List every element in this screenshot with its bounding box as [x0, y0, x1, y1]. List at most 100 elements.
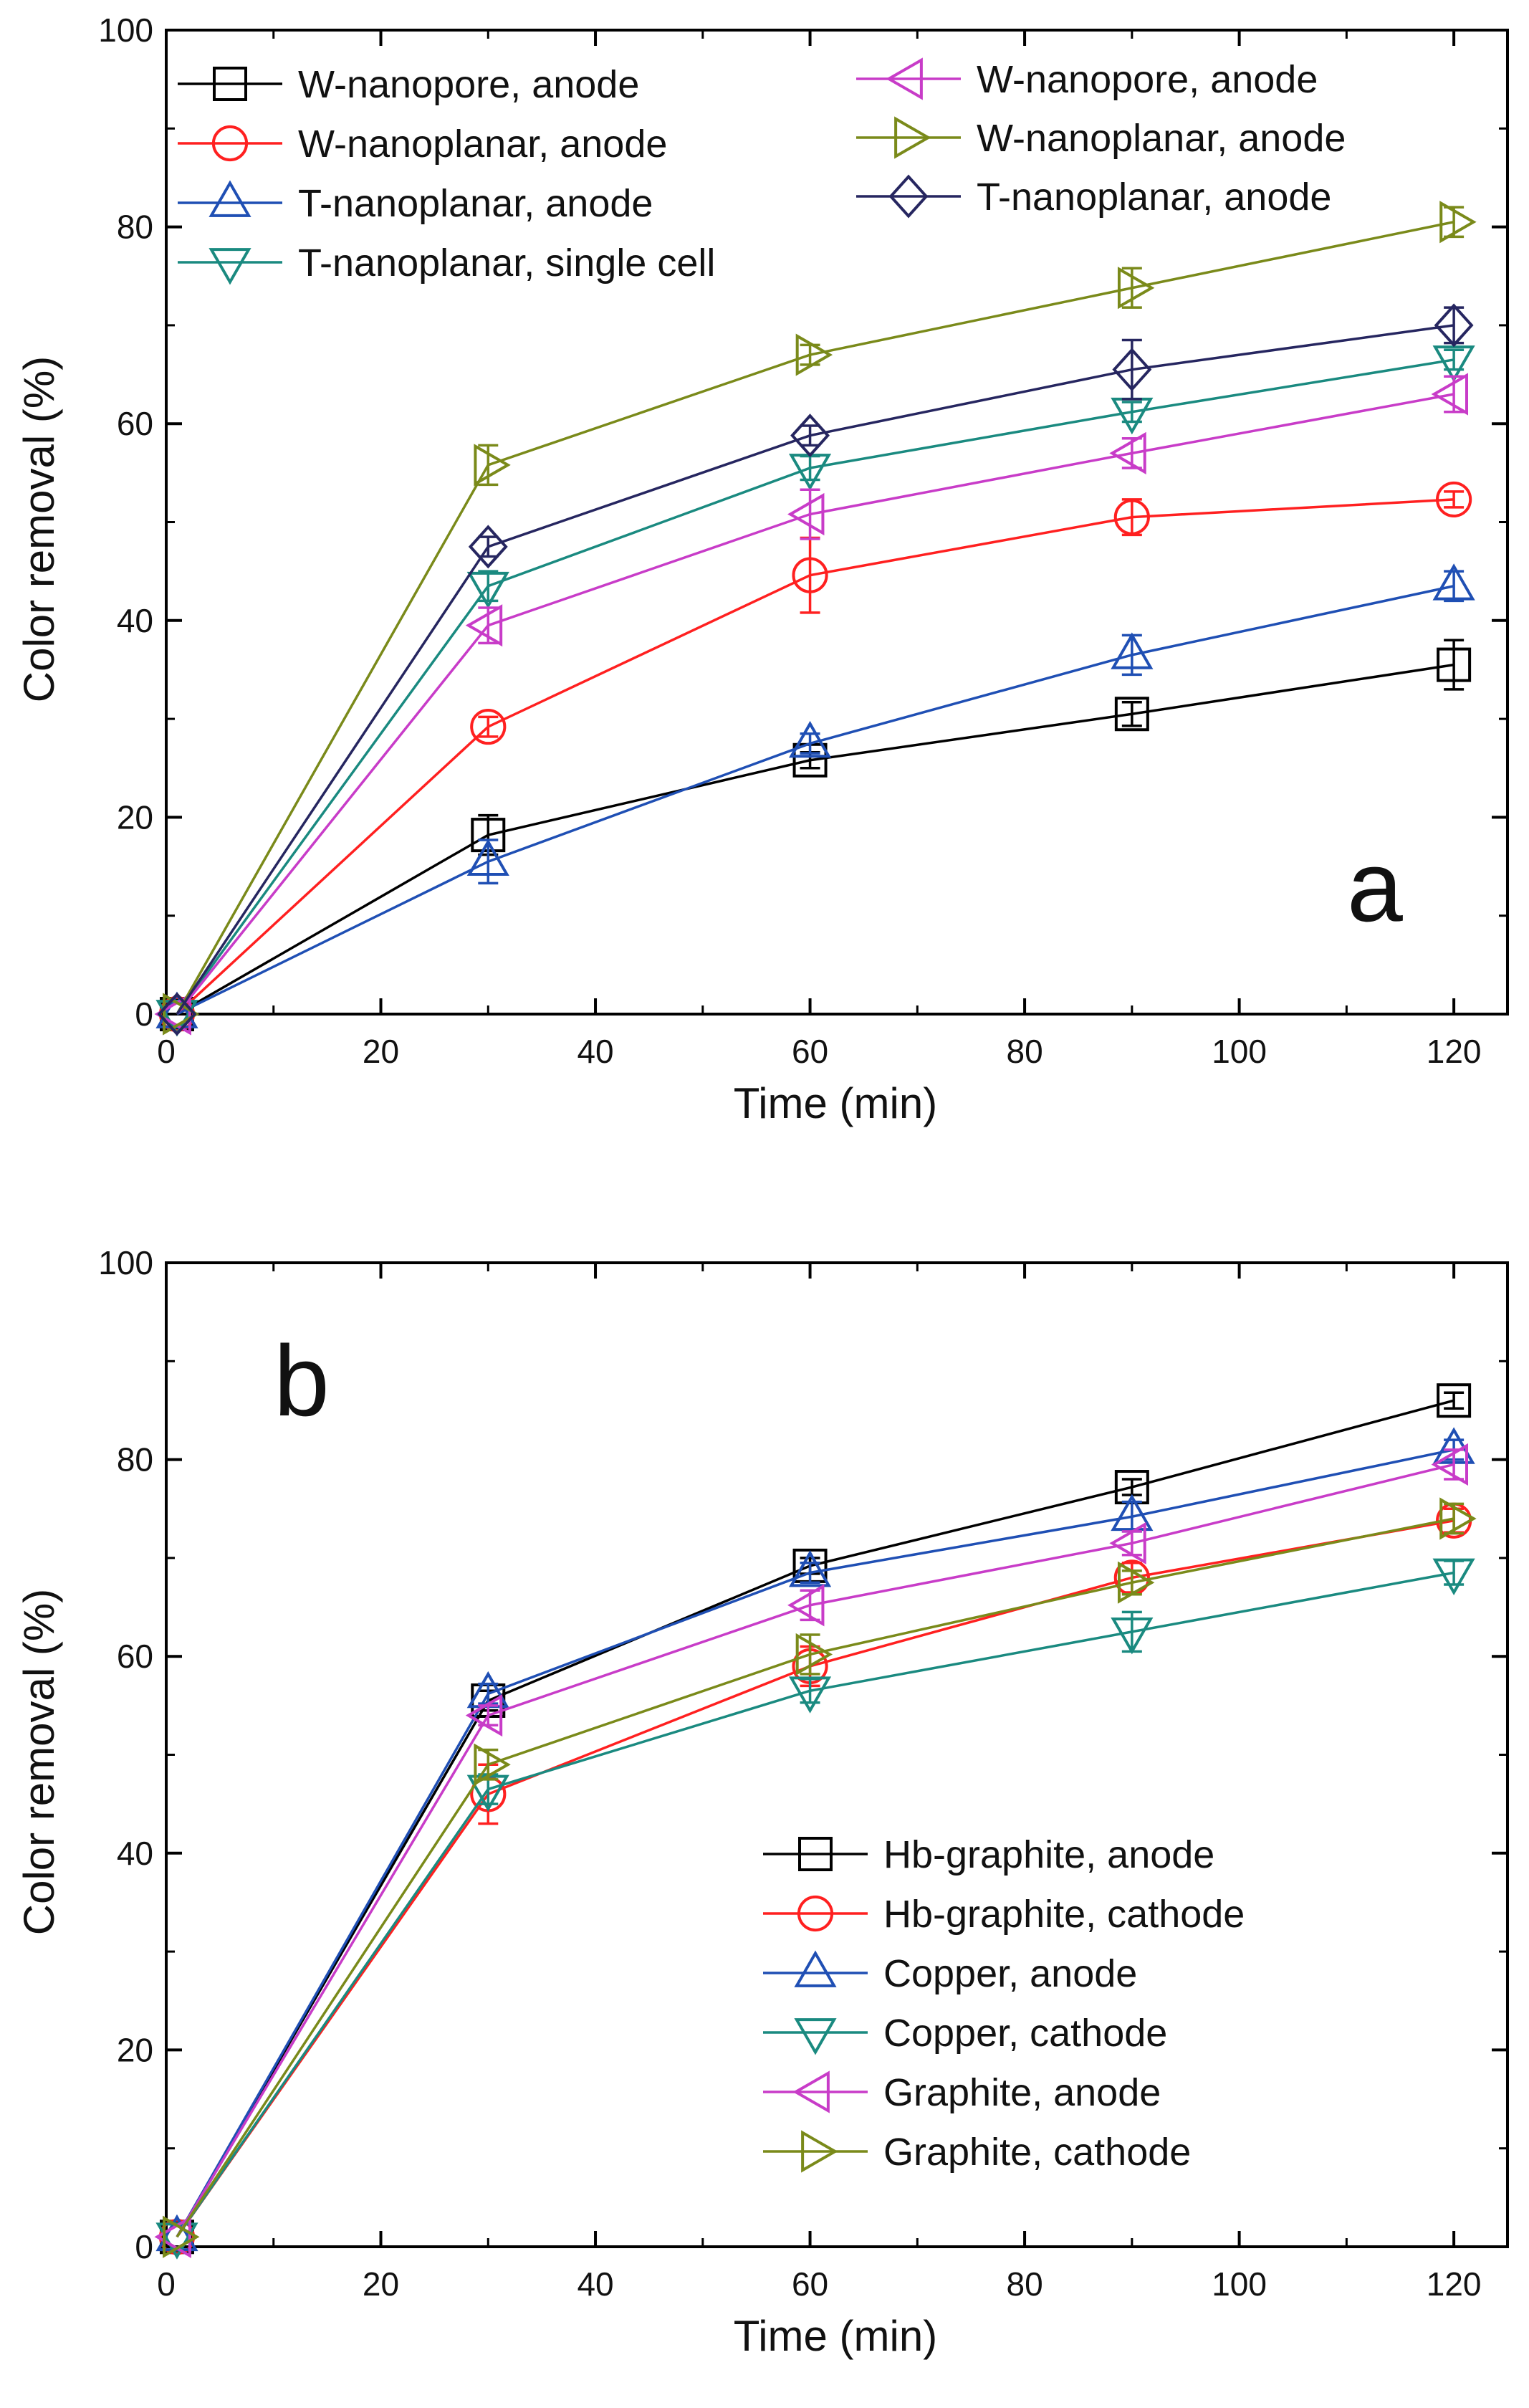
- x-tick-label: 40: [577, 1033, 613, 1070]
- legend-label: W-nanopore, anode: [977, 58, 1318, 101]
- data-point: [157, 992, 197, 1036]
- panel-label: a: [1347, 830, 1403, 942]
- x-tick-label: 0: [157, 1033, 176, 1070]
- legend-label: W-nanoplanar, anode: [977, 117, 1346, 160]
- x-axis-title: Time (min): [734, 2312, 937, 2360]
- x-tick-label: 0: [157, 2265, 176, 2303]
- y-axis-title: Color removal (%): [15, 356, 63, 702]
- data-point: [1114, 697, 1149, 732]
- data-point: [1439, 201, 1477, 244]
- data-point: [1111, 1618, 1154, 1655]
- data-point: [1111, 632, 1154, 669]
- legend-label: W-nanopore, anode: [298, 63, 639, 106]
- data-point: [163, 2215, 200, 2258]
- series-7: [157, 303, 1474, 1036]
- y-tick-label: 60: [117, 405, 153, 442]
- panel-label: b: [274, 1324, 330, 1437]
- series-line: [176, 1448, 1454, 2238]
- data-point: [792, 557, 828, 593]
- series-6: [163, 201, 1477, 1036]
- data-point: [788, 720, 832, 758]
- data-point: [795, 1633, 833, 1676]
- data-point: [787, 1584, 825, 1627]
- series-3: [155, 563, 1475, 1028]
- data-point: [1112, 348, 1152, 392]
- y-tick-label: 0: [135, 995, 153, 1033]
- data-point: [154, 2215, 191, 2258]
- data-point: [1117, 267, 1155, 310]
- x-tick-label: 100: [1212, 1033, 1267, 1070]
- series-line: [176, 1399, 1454, 2238]
- data-point: [1437, 1383, 1472, 1418]
- data-point: [470, 708, 507, 745]
- data-point: [466, 838, 509, 876]
- x-tick-label: 60: [792, 1033, 828, 1070]
- data-point: [1431, 373, 1468, 416]
- legend-marker: [208, 180, 251, 217]
- data-point: [1111, 1494, 1154, 1532]
- legend-label: Graphite, anode: [883, 2071, 1161, 2114]
- x-tick-label: 120: [1427, 1033, 1482, 1070]
- y-tick-label: 60: [117, 1638, 153, 1675]
- legend-marker: [888, 174, 929, 219]
- y-tick-label: 80: [117, 209, 153, 246]
- data-point: [1439, 1497, 1477, 1540]
- legend-label: Hb-graphite, anode: [883, 1833, 1214, 1876]
- x-tick-label: 20: [363, 1033, 399, 1070]
- x-tick-label: 80: [1006, 2265, 1042, 2303]
- y-tick-label: 40: [117, 602, 153, 639]
- series-line: [176, 1519, 1454, 2238]
- series-5: [154, 1443, 1468, 2258]
- x-axis-title: Time (min): [734, 1079, 937, 1127]
- legend-marker: [208, 248, 251, 285]
- legend-marker: [801, 2130, 838, 2173]
- data-point: [465, 1693, 503, 1737]
- x-tick-label: 60: [792, 2265, 828, 2303]
- legend-marker: [886, 57, 923, 100]
- legend: W-nanopore, anode W-nanoplanar, anode T-na…: [178, 57, 1346, 285]
- data-point: [1432, 1558, 1475, 1596]
- data-point: [788, 1549, 832, 1587]
- legend-marker: [798, 1837, 833, 1871]
- legend-label: W-nanoplanar, anode: [298, 123, 667, 166]
- data-point: [468, 525, 508, 569]
- data-point: [795, 333, 833, 376]
- series-5: [154, 373, 1468, 1036]
- series-6: [163, 1497, 1477, 2258]
- legend-marker: [794, 1950, 837, 1987]
- data-point: [474, 444, 511, 487]
- legend: Hb-graphite, anode Hb-graphite, cathode Co…: [763, 1833, 1245, 2174]
- legend-label: Hb-graphite, cathode: [883, 1893, 1245, 1936]
- legend-label: Graphite, cathode: [883, 2131, 1191, 2174]
- data-point: [465, 604, 503, 647]
- data-point: [1437, 647, 1472, 682]
- data-point: [474, 1743, 511, 1786]
- data-point: [1109, 431, 1146, 474]
- data-point: [788, 1676, 832, 1714]
- data-point: [1436, 481, 1472, 518]
- legend-label: T-nanoplanar, single cell: [298, 242, 715, 285]
- legend-label: Copper, cathode: [883, 2012, 1167, 2055]
- legend-label: Copper, anode: [883, 1952, 1137, 1995]
- x-tick-label: 100: [1212, 2265, 1267, 2303]
- legend-marker: [894, 116, 931, 159]
- data-point: [158, 2219, 196, 2255]
- legend-marker: [211, 125, 249, 162]
- y-tick-label: 100: [98, 11, 153, 49]
- series-line: [176, 1517, 1454, 2238]
- legend-marker: [797, 1895, 834, 1932]
- series-line: [176, 663, 1454, 1016]
- y-tick-label: 0: [135, 2228, 153, 2265]
- legend-marker: [794, 2018, 837, 2055]
- x-tick-label: 40: [577, 2265, 613, 2303]
- y-tick-label: 40: [117, 1835, 153, 1872]
- y-tick-label: 80: [117, 1441, 153, 1478]
- data-point: [1117, 1561, 1155, 1604]
- chart-panel-a: 0 20 40 60 80 100 120 0 20 40 60 80 100 Time (min) Col…: [15, 11, 1509, 1127]
- series-1: [159, 1383, 1472, 2255]
- series-1: [159, 639, 1472, 1031]
- data-point: [790, 414, 830, 458]
- series-line: [176, 585, 1454, 1016]
- legend-label: T-nanoplanar, anode: [977, 176, 1331, 219]
- legend-marker: [792, 2070, 830, 2113]
